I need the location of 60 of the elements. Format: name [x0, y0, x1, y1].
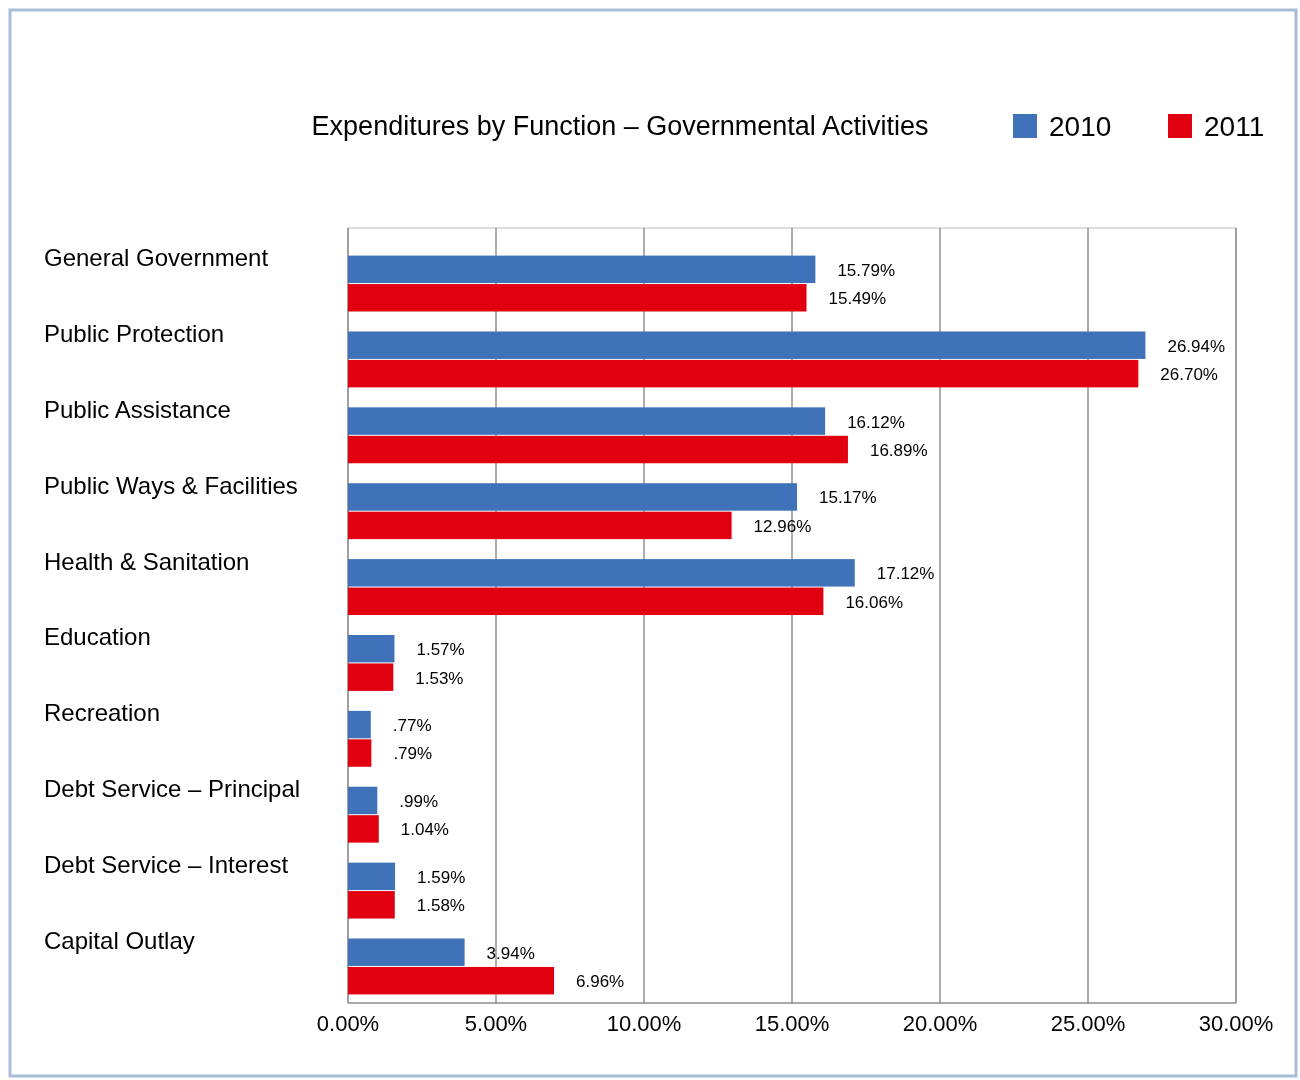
bar: [348, 435, 848, 464]
data-label: 1.59%: [417, 867, 466, 887]
x-tick-label: 30.00%: [1198, 1010, 1274, 1036]
bar: [348, 815, 379, 843]
legend-label: 2010: [1049, 110, 1112, 142]
data-label: 12.96%: [753, 516, 812, 536]
x-tick-label: 5.00%: [464, 1010, 528, 1036]
data-label: 16.12%: [847, 412, 905, 432]
y-tick-label: Debt Service – Principal: [44, 775, 301, 803]
data-label: 1.58%: [416, 896, 465, 916]
y-tick-label: Education: [44, 623, 151, 651]
data-label: 1.57%: [416, 640, 465, 660]
data-label: 26.70%: [1160, 365, 1218, 385]
y-tick-label: Capital Outlay: [44, 926, 195, 954]
x-tick-label: 15.00%: [754, 1010, 830, 1036]
data-label: 15.79%: [837, 260, 896, 280]
x-tick-label: 20.00%: [902, 1010, 978, 1036]
data-label: 16.06%: [845, 592, 904, 612]
bar: [348, 891, 395, 919]
bar: [348, 710, 371, 739]
bar: [348, 938, 465, 966]
x-tick-label: 10.00%: [606, 1010, 682, 1036]
bar: [348, 786, 378, 815]
data-label: .99%: [399, 791, 439, 811]
data-label: 16.89%: [869, 440, 928, 460]
data-label: 17.12%: [876, 564, 935, 584]
bar: [348, 634, 395, 663]
bar: [348, 255, 816, 284]
bar: [348, 739, 372, 767]
data-label: 1.53%: [415, 668, 464, 688]
bar: [348, 663, 394, 691]
bar: [348, 862, 396, 891]
data-label: 26.94%: [1167, 336, 1226, 356]
y-tick-label: Public Assistance: [44, 395, 231, 423]
chart-title: Expenditures by Function – Governmental Activities: [311, 111, 929, 142]
bar: [348, 284, 807, 312]
bar: [348, 359, 1139, 388]
data-label: .77%: [392, 716, 432, 736]
data-label: 15.17%: [819, 488, 877, 508]
x-tick-label: 25.00%: [1050, 1010, 1126, 1036]
x-tick-label: 0.00%: [316, 1010, 380, 1036]
y-tick-label: Health & Sanitation: [44, 547, 250, 575]
bar: [348, 587, 824, 616]
y-tick-label: General Government: [44, 243, 269, 271]
legend-label: 2011: [1204, 110, 1265, 142]
bar: [348, 407, 826, 435]
data-label: 3.94%: [486, 943, 535, 963]
data-label: .79%: [393, 744, 433, 764]
y-tick-label: Recreation: [44, 699, 161, 727]
data-label: 1.04%: [400, 820, 449, 840]
data-label: 15.49%: [828, 289, 887, 309]
bar: [348, 966, 555, 995]
y-tick-label: Public Ways & Facilities: [44, 471, 298, 499]
data-label: 6.96%: [576, 972, 625, 992]
bar: [348, 559, 855, 587]
bar: [348, 331, 1146, 359]
bar: [348, 511, 732, 540]
y-tick-label: Debt Service – Interest: [44, 851, 289, 879]
y-tick-label: Public Protection: [44, 319, 225, 347]
bar: [348, 483, 798, 511]
